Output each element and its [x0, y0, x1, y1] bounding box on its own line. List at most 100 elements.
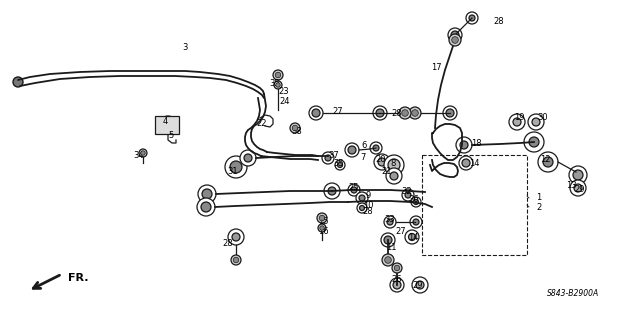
Text: 27: 27: [396, 226, 406, 235]
Circle shape: [202, 189, 212, 199]
Text: 24: 24: [280, 98, 291, 107]
Circle shape: [384, 155, 404, 175]
Circle shape: [370, 142, 382, 154]
Circle shape: [357, 203, 367, 213]
Circle shape: [360, 205, 365, 211]
Circle shape: [456, 137, 472, 153]
Circle shape: [382, 254, 394, 266]
Text: 15: 15: [317, 218, 328, 226]
Text: 20: 20: [376, 155, 387, 165]
Text: 26: 26: [392, 276, 403, 285]
Circle shape: [328, 187, 336, 195]
Circle shape: [390, 172, 398, 180]
Circle shape: [225, 156, 247, 178]
Circle shape: [392, 263, 402, 273]
Text: 11: 11: [386, 242, 396, 251]
Circle shape: [244, 154, 252, 162]
Circle shape: [319, 215, 324, 221]
Circle shape: [532, 118, 540, 126]
Circle shape: [387, 219, 393, 225]
Text: 38: 38: [292, 127, 302, 136]
Text: 34: 34: [134, 151, 144, 160]
Circle shape: [318, 224, 326, 232]
Text: 28: 28: [223, 240, 234, 249]
Text: 32: 32: [402, 188, 412, 197]
Circle shape: [231, 255, 241, 265]
Text: 22: 22: [257, 120, 268, 129]
Circle shape: [448, 28, 462, 42]
Circle shape: [274, 81, 282, 89]
Bar: [155, 116, 179, 134]
Text: 21: 21: [381, 167, 392, 176]
Circle shape: [373, 145, 379, 151]
Text: 35: 35: [333, 160, 344, 168]
Circle shape: [570, 180, 586, 196]
Circle shape: [412, 277, 428, 293]
Circle shape: [309, 106, 323, 120]
Text: 37: 37: [328, 151, 339, 160]
Circle shape: [449, 34, 461, 46]
Circle shape: [351, 187, 357, 193]
Circle shape: [399, 107, 411, 119]
Text: 33: 33: [385, 216, 396, 225]
Text: FR.: FR.: [68, 273, 88, 283]
Circle shape: [573, 170, 583, 180]
Circle shape: [337, 162, 342, 167]
Text: 1: 1: [536, 194, 541, 203]
Circle shape: [13, 77, 23, 87]
Text: 7: 7: [360, 153, 365, 162]
Circle shape: [402, 189, 414, 201]
Circle shape: [381, 233, 395, 247]
Circle shape: [408, 234, 415, 241]
Circle shape: [345, 143, 359, 157]
Circle shape: [276, 83, 280, 87]
Circle shape: [412, 110, 419, 116]
Text: S843-B2900A: S843-B2900A: [547, 288, 599, 298]
Circle shape: [469, 15, 475, 21]
Text: 13: 13: [566, 181, 576, 189]
Circle shape: [273, 70, 283, 80]
Circle shape: [348, 184, 360, 196]
Circle shape: [462, 159, 470, 167]
Circle shape: [410, 216, 422, 228]
Text: 28: 28: [363, 207, 373, 217]
Text: 30: 30: [538, 114, 548, 122]
Circle shape: [312, 109, 320, 117]
Text: 5: 5: [168, 130, 173, 139]
Text: 16: 16: [317, 227, 328, 236]
Circle shape: [139, 149, 147, 157]
Circle shape: [416, 281, 424, 289]
Circle shape: [393, 281, 401, 289]
Text: 36: 36: [408, 196, 419, 204]
Circle shape: [233, 257, 239, 263]
Circle shape: [405, 192, 411, 198]
Circle shape: [201, 202, 211, 212]
Circle shape: [538, 152, 558, 172]
Circle shape: [446, 109, 454, 117]
Text: 28: 28: [392, 108, 403, 117]
Text: 14: 14: [468, 159, 479, 167]
Circle shape: [443, 106, 457, 120]
Circle shape: [459, 156, 473, 170]
Text: 29: 29: [575, 186, 585, 195]
Circle shape: [385, 257, 391, 263]
Text: 2: 2: [536, 203, 541, 211]
Circle shape: [384, 236, 392, 244]
Circle shape: [317, 213, 327, 223]
Text: 27: 27: [333, 108, 343, 116]
Circle shape: [529, 137, 539, 147]
Circle shape: [275, 72, 281, 78]
Circle shape: [197, 198, 215, 216]
Circle shape: [388, 159, 400, 171]
Circle shape: [574, 184, 582, 192]
Circle shape: [411, 197, 421, 207]
Circle shape: [228, 229, 244, 245]
Circle shape: [240, 150, 256, 166]
Circle shape: [163, 120, 173, 130]
Circle shape: [373, 106, 387, 120]
Text: 9: 9: [365, 190, 371, 199]
Circle shape: [378, 158, 386, 166]
Circle shape: [513, 118, 521, 126]
Text: 28: 28: [493, 18, 504, 26]
Circle shape: [324, 183, 340, 199]
